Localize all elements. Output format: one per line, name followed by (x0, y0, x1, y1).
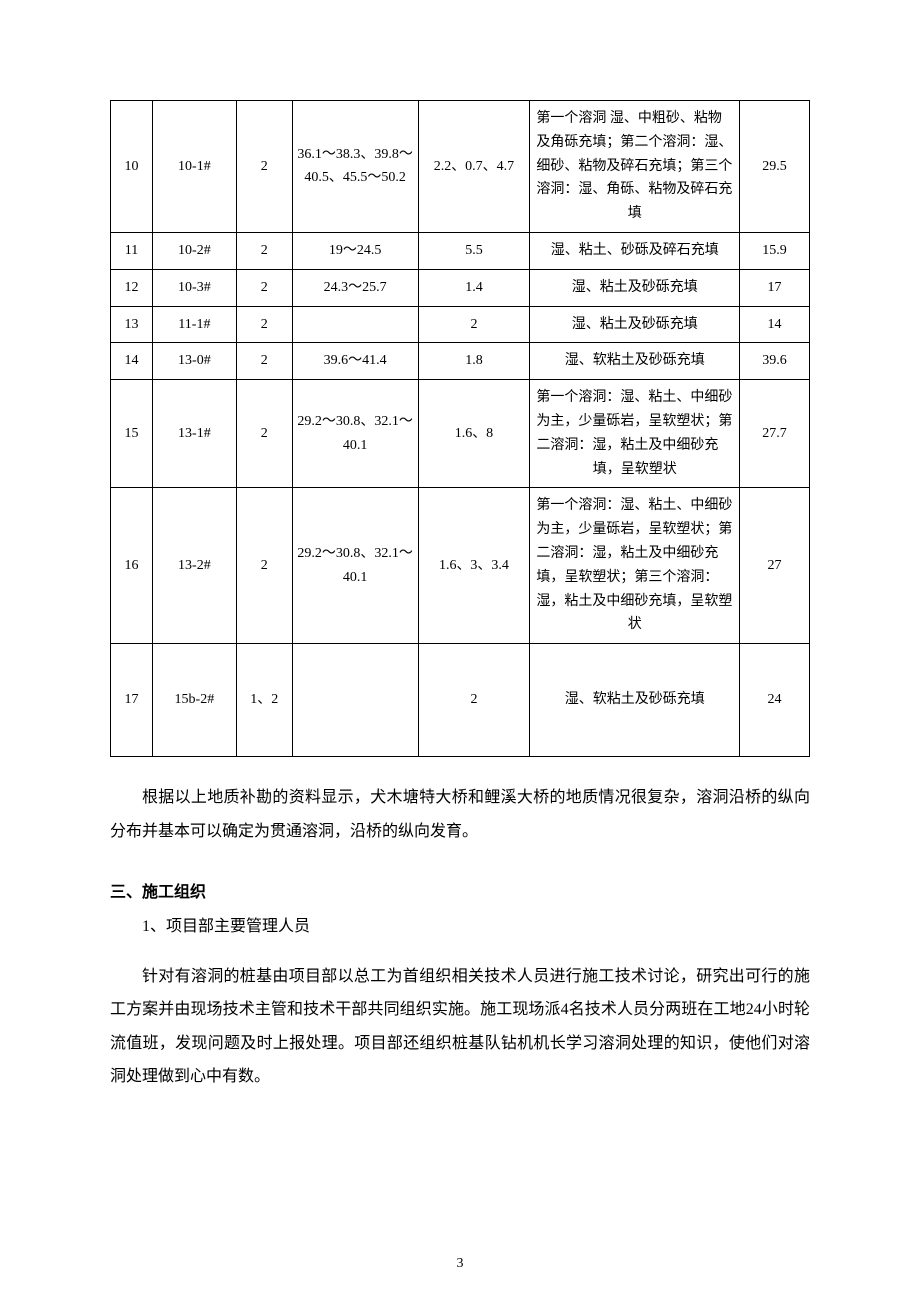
cell-seq: 11 (111, 232, 153, 269)
cell-pile: 13-2# (152, 488, 236, 644)
cell-depth (292, 644, 418, 757)
cell-seq: 10 (111, 101, 153, 233)
cell-seq: 16 (111, 488, 153, 644)
geology-table: 1010-1#236.1～38.3、39.8～40.5、45.5～50.22.2… (110, 100, 810, 757)
cell-desc: 湿、软粘土及砂砾充填 (530, 644, 740, 757)
cell-val: 17 (740, 269, 810, 306)
cell-seq: 17 (111, 644, 153, 757)
cell-height: 2.2、0.7、4.7 (418, 101, 530, 233)
cell-val: 14 (740, 306, 810, 343)
cell-desc: 第一个溶洞：湿、粘土、中细砂为主，少量砾岩，呈软塑状；第二溶洞：湿，粘土及中细砂… (530, 380, 740, 488)
section-heading: 三、施工组织 (110, 876, 810, 910)
cell-desc: 湿、粘土及砂砾充填 (530, 269, 740, 306)
cell-depth: 36.1～38.3、39.8～40.5、45.5～50.2 (292, 101, 418, 233)
cell-height: 1.8 (418, 343, 530, 380)
cell-depth: 19～24.5 (292, 232, 418, 269)
cell-pile: 10-2# (152, 232, 236, 269)
cell-count: 2 (236, 380, 292, 488)
cell-val: 27 (740, 488, 810, 644)
cell-desc: 湿、粘土、砂砾及碎石充填 (530, 232, 740, 269)
cell-val: 27.7 (740, 380, 810, 488)
cell-desc: 湿、粘土及砂砾充填 (530, 306, 740, 343)
table-row: 1110-2#219～24.55.5湿、粘土、砂砾及碎石充填15.9 (111, 232, 810, 269)
table-row: 1715b-2#1、2 2湿、软粘土及砂砾充填24 (111, 644, 810, 757)
table-row: 1210-3#224.3～25.71.4湿、粘土及砂砾充填17 (111, 269, 810, 306)
cell-val: 15.9 (740, 232, 810, 269)
cell-pile: 15b-2# (152, 644, 236, 757)
cell-val: 39.6 (740, 343, 810, 380)
table-row: 1613-2#229.2～30.8、32.1～40.11.6、3、3.4第一个溶… (111, 488, 810, 644)
cell-count: 2 (236, 232, 292, 269)
cell-pile: 13-0# (152, 343, 236, 380)
cell-height: 5.5 (418, 232, 530, 269)
cell-count: 2 (236, 488, 292, 644)
table-row: 1413-0#239.6～41.41.8湿、软粘土及砂砾充填39.6 (111, 343, 810, 380)
table-row: 1513-1#229.2～30.8、32.1～40.11.6、8第一个溶洞：湿、… (111, 380, 810, 488)
cell-val: 24 (740, 644, 810, 757)
cell-desc: 第一个溶洞 湿、中粗砂、粘物及角砾充填；第二个溶洞：湿、细砂、粘物及碎石充填；第… (530, 101, 740, 233)
cell-count: 1、2 (236, 644, 292, 757)
cell-count: 2 (236, 306, 292, 343)
table-row: 1311-1#22湿、粘土及砂砾充填14 (111, 306, 810, 343)
cell-pile: 13-1# (152, 380, 236, 488)
summary-paragraph: 根据以上地质补勘的资料显示，犬木塘特大桥和鲤溪大桥的地质情况很复杂，溶洞沿桥的纵… (110, 781, 810, 848)
subsection-heading: 1、项目部主要管理人员 (110, 910, 810, 944)
cell-depth: 39.6～41.4 (292, 343, 418, 380)
cell-depth: 29.2～30.8、32.1～40.1 (292, 488, 418, 644)
table-row: 1010-1#236.1～38.3、39.8～40.5、45.5～50.22.2… (111, 101, 810, 233)
cell-count: 2 (236, 269, 292, 306)
page-number: 3 (0, 1256, 920, 1272)
cell-height: 1.6、3、3.4 (418, 488, 530, 644)
cell-height: 2 (418, 306, 530, 343)
cell-seq: 14 (111, 343, 153, 380)
cell-count: 2 (236, 101, 292, 233)
cell-height: 1.6、8 (418, 380, 530, 488)
cell-pile: 10-1# (152, 101, 236, 233)
cell-seq: 15 (111, 380, 153, 488)
cell-depth: 29.2～30.8、32.1～40.1 (292, 380, 418, 488)
cell-val: 29.5 (740, 101, 810, 233)
cell-desc: 湿、软粘土及砂砾充填 (530, 343, 740, 380)
cell-height: 1.4 (418, 269, 530, 306)
cell-seq: 13 (111, 306, 153, 343)
cell-count: 2 (236, 343, 292, 380)
body-paragraph: 针对有溶洞的桩基由项目部以总工为首组织相关技术人员进行施工技术讨论，研究出可行的… (110, 960, 810, 1094)
cell-depth: 24.3～25.7 (292, 269, 418, 306)
cell-desc: 第一个溶洞：湿、粘土、中细砂为主，少量砾岩，呈软塑状；第二溶洞：湿，粘土及中细砂… (530, 488, 740, 644)
cell-depth (292, 306, 418, 343)
cell-seq: 12 (111, 269, 153, 306)
cell-pile: 10-3# (152, 269, 236, 306)
cell-pile: 11-1# (152, 306, 236, 343)
cell-height: 2 (418, 644, 530, 757)
